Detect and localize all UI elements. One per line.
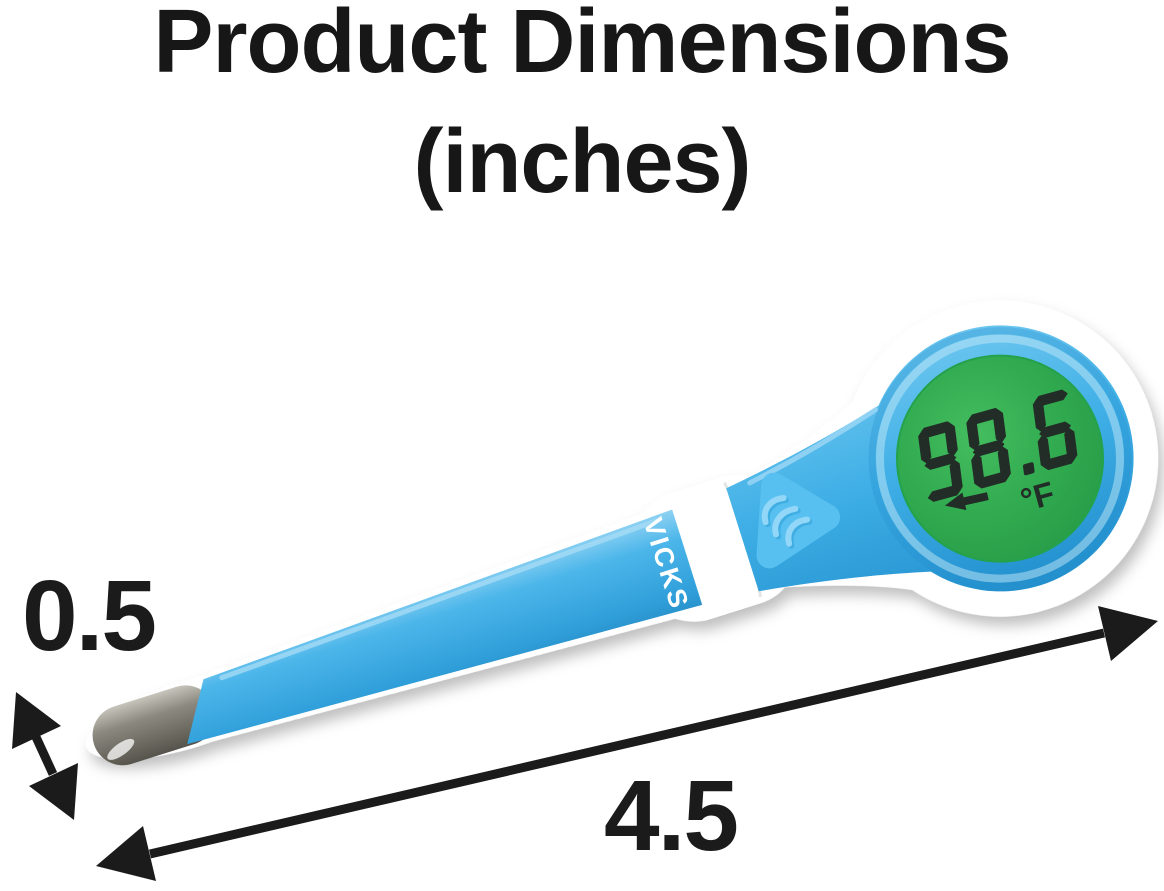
tip-highlight <box>107 738 135 760</box>
page-subtitle: (inches) <box>413 112 751 212</box>
length-dimension-arrow <box>96 606 1158 881</box>
width-dimension-label: 0.5 <box>22 560 155 672</box>
width-dimension-arrow <box>12 692 78 820</box>
ring-shadow <box>868 327 1132 591</box>
lcd-left-arrow-icon <box>944 492 989 511</box>
thermometer-probe <box>187 509 703 745</box>
power-button <box>756 472 841 569</box>
vicks-wave-logo-icon <box>761 494 813 549</box>
lcd-reading <box>918 389 1078 502</box>
ring-highlight <box>875 334 1124 583</box>
length-dimension-label: 4.5 <box>604 760 737 872</box>
probe-highlight <box>219 518 660 681</box>
thermometer: VICKS <box>85 300 1159 766</box>
body-highlight <box>747 407 879 486</box>
page-title: Product Dimensions <box>153 0 1011 92</box>
